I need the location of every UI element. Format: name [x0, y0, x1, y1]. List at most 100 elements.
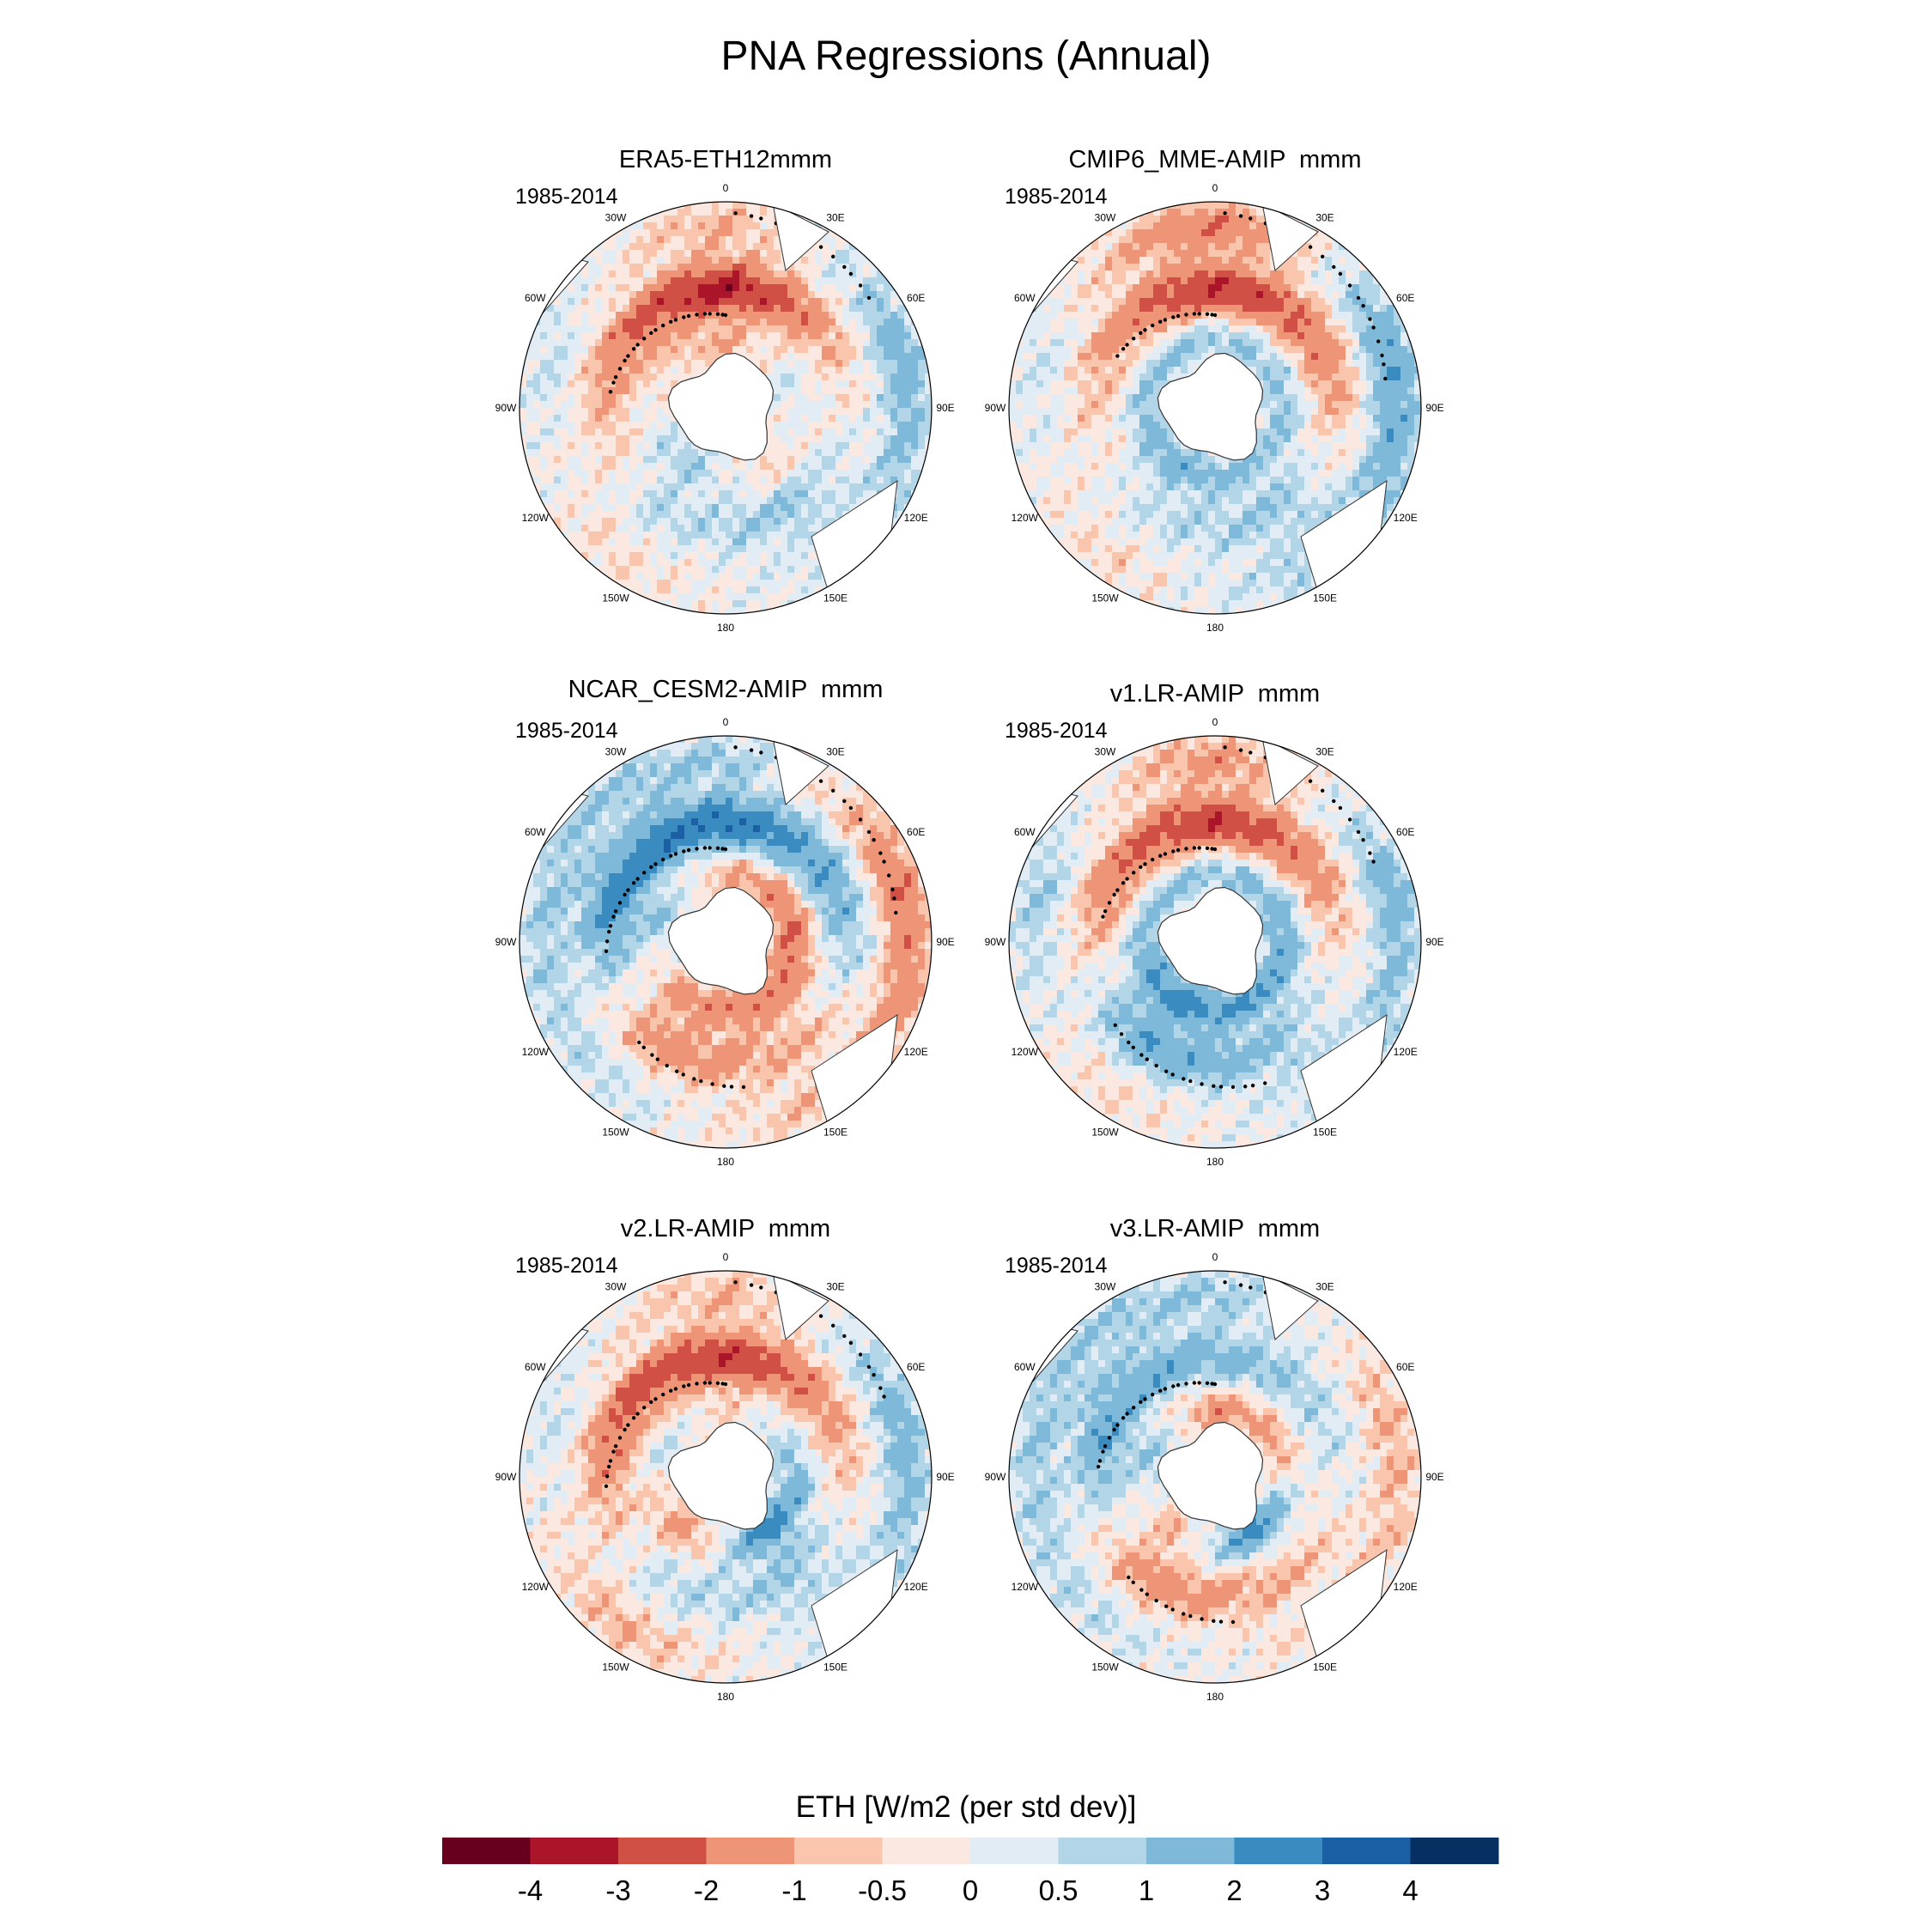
- field-cell: [1112, 463, 1120, 471]
- field-cell: [1366, 367, 1374, 374]
- field-cell: [719, 497, 726, 505]
- field-cell: [1263, 332, 1271, 340]
- field-cell: [1339, 387, 1346, 395]
- field-cell: [1105, 229, 1113, 237]
- field-cell: [849, 332, 857, 340]
- field-cell: [1091, 415, 1099, 422]
- field-cell: [794, 538, 802, 546]
- field-cell: [554, 504, 562, 512]
- field-cell: [1091, 250, 1099, 258]
- field-cell: [574, 532, 582, 539]
- field-cell: [897, 367, 905, 374]
- field-cell: [767, 442, 775, 450]
- field-cell: [1078, 428, 1085, 436]
- field-cell: [842, 401, 850, 409]
- field-cell: [1332, 442, 1340, 450]
- field-cell: [1236, 277, 1243, 285]
- field-cell: [760, 477, 768, 484]
- field-cell: [1277, 360, 1285, 368]
- field-cell: [1016, 387, 1024, 395]
- field-cell: [842, 463, 850, 471]
- field-cell: [808, 566, 816, 574]
- field-cell: [760, 277, 768, 285]
- field-cell: [1167, 360, 1175, 368]
- field-cell: [677, 511, 685, 519]
- field-cell: [829, 456, 836, 464]
- field-cell: [1332, 332, 1340, 340]
- field-cell: [698, 360, 706, 368]
- field-cell: [629, 401, 637, 409]
- longitude-label: 90W: [495, 402, 517, 414]
- field-cell: [547, 490, 555, 498]
- field-cell: [1119, 415, 1127, 422]
- field-cell: [1078, 456, 1085, 464]
- field-cell: [602, 463, 610, 471]
- field-cell: [1057, 284, 1065, 292]
- field-cell: [561, 312, 568, 319]
- field-cell: [1064, 442, 1072, 450]
- field-cell: [698, 339, 706, 347]
- field-cell: [1078, 264, 1085, 271]
- field-cell: [856, 477, 864, 484]
- field-cell: [1236, 257, 1243, 264]
- field-cell: [1167, 305, 1175, 313]
- field-cell: [1318, 270, 1326, 278]
- field-cell: [1318, 339, 1326, 347]
- field-cell: [561, 325, 568, 333]
- field-cell: [1346, 319, 1353, 326]
- field-cell: [719, 257, 726, 264]
- field-cell: [1387, 408, 1394, 416]
- field-cell: [794, 456, 802, 464]
- field-cell: [774, 380, 781, 388]
- field-cell: [712, 353, 720, 361]
- field-cell: [1146, 291, 1154, 299]
- field-cell: [829, 511, 836, 519]
- field-cell: [1153, 216, 1161, 223]
- field-cell: [561, 511, 568, 519]
- field-cell: [671, 353, 678, 361]
- field-cell: [732, 477, 740, 484]
- field-cell: [1146, 415, 1154, 422]
- field-cell: [657, 229, 665, 237]
- field-cell: [884, 374, 891, 381]
- field-cell: [1146, 332, 1154, 340]
- field-cell: [1318, 319, 1326, 326]
- field-cell: [581, 470, 589, 477]
- field-cell: [1380, 374, 1388, 381]
- longitude-label: 30E: [826, 211, 844, 223]
- field-cell: [1318, 380, 1326, 388]
- field-cell: [829, 250, 836, 258]
- field-cell: [1332, 339, 1340, 347]
- field-cell: [1167, 250, 1175, 258]
- field-cell: [815, 312, 823, 319]
- field-cell: [897, 497, 905, 505]
- field-cell: [1352, 305, 1360, 313]
- field-cell: [794, 270, 802, 278]
- field-cell: [623, 264, 630, 271]
- field-cell: [732, 339, 740, 347]
- field-cell: [1407, 401, 1415, 409]
- field-cell: [602, 422, 610, 429]
- field-cell: [1126, 380, 1133, 388]
- field-cell: [1304, 353, 1312, 361]
- field-cell: [918, 380, 926, 388]
- stipple-dot: [831, 254, 835, 258]
- field-cell: [719, 545, 726, 553]
- field-cell: [829, 332, 836, 340]
- field-cell: [1098, 442, 1106, 450]
- field-cell: [877, 380, 884, 388]
- field-cell: [1242, 332, 1250, 340]
- field-cell: [712, 566, 720, 574]
- field-cell: [1222, 216, 1230, 223]
- field-cell: [1359, 422, 1367, 429]
- field-cell: [1098, 291, 1106, 299]
- field-cell: [1043, 360, 1051, 368]
- field-cell: [1304, 257, 1312, 264]
- field-cell: [650, 490, 658, 498]
- field-cell: [595, 504, 603, 512]
- field-cell: [925, 387, 932, 395]
- field-cell: [1373, 442, 1381, 450]
- field-cell: [774, 477, 781, 484]
- field-cell: [794, 312, 802, 319]
- field-cell: [677, 305, 685, 313]
